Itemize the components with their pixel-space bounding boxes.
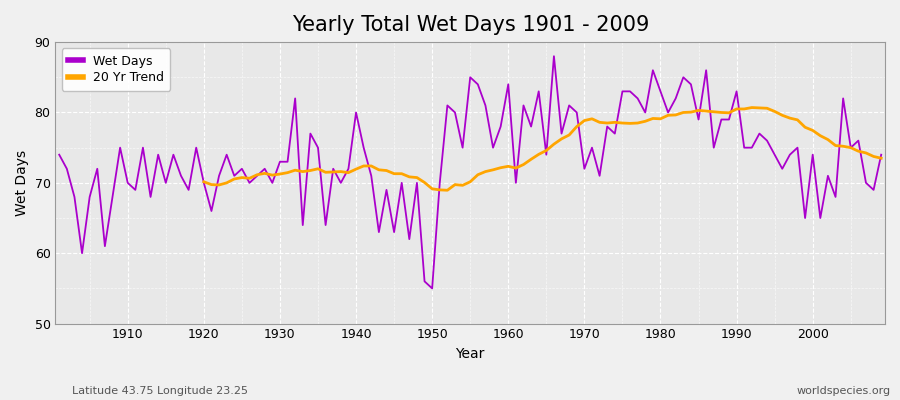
Wet Days — [503, 82, 514, 87]
Wet Days — [54, 152, 65, 157]
Wet Days — [510, 180, 521, 185]
20 Yr Trend — [792, 118, 803, 122]
X-axis label: Year: Year — [455, 347, 485, 361]
Wet Days — [548, 54, 559, 58]
20 Yr Trend — [198, 179, 209, 184]
20 Yr Trend — [746, 105, 757, 110]
Wet Days — [282, 159, 292, 164]
20 Yr Trend — [860, 150, 871, 155]
Text: worldspecies.org: worldspecies.org — [796, 386, 891, 396]
Wet Days — [427, 286, 437, 291]
Line: 20 Yr Trend: 20 Yr Trend — [203, 108, 881, 190]
Legend: Wet Days, 20 Yr Trend: Wet Days, 20 Yr Trend — [62, 48, 170, 91]
20 Yr Trend — [442, 188, 453, 193]
Text: Latitude 43.75 Longitude 23.25: Latitude 43.75 Longitude 23.25 — [72, 386, 248, 396]
Title: Yearly Total Wet Days 1901 - 2009: Yearly Total Wet Days 1901 - 2009 — [292, 15, 649, 35]
20 Yr Trend — [777, 113, 788, 118]
Line: Wet Days: Wet Days — [59, 56, 881, 288]
20 Yr Trend — [678, 110, 688, 115]
Y-axis label: Wet Days: Wet Days — [15, 150, 29, 216]
Wet Days — [114, 145, 125, 150]
Wet Days — [609, 131, 620, 136]
Wet Days — [328, 166, 338, 171]
20 Yr Trend — [404, 174, 415, 179]
20 Yr Trend — [290, 168, 301, 172]
Wet Days — [876, 152, 886, 157]
20 Yr Trend — [876, 156, 886, 161]
